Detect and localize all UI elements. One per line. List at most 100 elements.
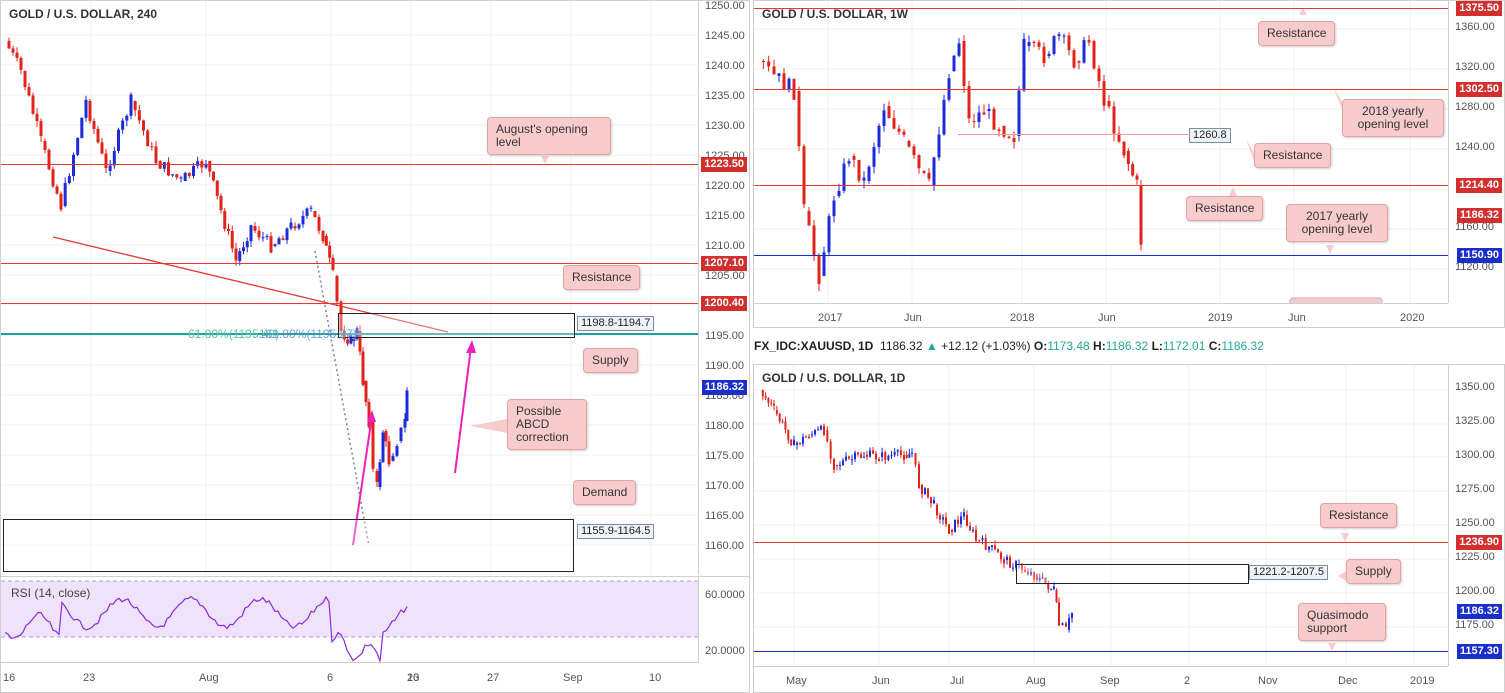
candle-body — [361, 351, 365, 385]
candle-body — [405, 390, 409, 421]
fib-618-label: 61.80%(1195.48) — [188, 327, 280, 341]
supply-zone-label: 1198.8-1194.7 — [577, 316, 655, 331]
candle-body — [793, 439, 795, 446]
candle-body — [371, 421, 375, 469]
candle-body — [1135, 175, 1139, 180]
august-open-callout[interactable]: August's opening level — [487, 117, 611, 155]
candle-body — [108, 165, 112, 171]
symbol-name[interactable]: FX_IDC:XAUUSD, 1D — [754, 339, 874, 353]
candle-body — [125, 115, 129, 121]
candle-body — [826, 430, 829, 442]
fib-connector — [314, 250, 370, 547]
candle-body — [313, 211, 317, 218]
candle-body — [1032, 42, 1036, 44]
candle-body — [884, 452, 887, 461]
price-axis[interactable]: 1350.00 1325.00 1300.00 1275.00 1250.00 1225.… — [1448, 365, 1504, 666]
level-1207-line — [1, 263, 698, 264]
candle-body — [121, 120, 125, 130]
candle-body — [817, 255, 821, 284]
yearly-2018-callout[interactable]: 2018 yearly opening level — [1342, 99, 1444, 137]
price-tag-current: 1186.32 — [701, 380, 747, 395]
candle-body — [257, 230, 261, 238]
resistance-top-callout[interactable]: Resistance — [1258, 21, 1336, 46]
candle-body — [1068, 618, 1070, 630]
candle-body — [19, 57, 23, 70]
candle-body — [952, 55, 956, 71]
candle-body — [787, 429, 790, 440]
candle-body — [1053, 586, 1055, 589]
callout-pointer — [1246, 139, 1254, 161]
trend-line — [52, 236, 449, 333]
candle-body — [1065, 623, 1067, 627]
chart-panel-weekly[interactable]: GOLD / U.S. DOLLAR, 1W 1260.8 Resistance… — [753, 0, 1505, 328]
candle-body — [223, 211, 227, 229]
price-tick-label: 1225.00 — [1455, 551, 1495, 563]
candle-body — [387, 441, 391, 465]
candle-body — [129, 94, 133, 116]
resistance-mid-callout[interactable]: Resistance — [1254, 143, 1332, 168]
resistance-callout[interactable]: Resistance — [563, 265, 641, 290]
candle-body — [80, 117, 84, 139]
candle-body — [1006, 556, 1008, 560]
time-tick-label: 2019 — [1208, 312, 1233, 324]
candle-body — [777, 73, 781, 76]
time-tick-label: 2020 — [1400, 312, 1425, 324]
demand-zone[interactable] — [3, 519, 574, 572]
yearly-2017-callout[interactable]: 2017 yearly opening level — [1286, 204, 1388, 242]
demand-callout[interactable]: Demand — [573, 480, 637, 505]
rsi-title: RSI (14, close) — [11, 586, 91, 600]
rsi-axis[interactable]: 60.0000 20.0000 — [698, 576, 749, 663]
candle-body — [890, 455, 893, 457]
callout-pointer — [1338, 571, 1346, 581]
price-tick-label: 1325.00 — [1455, 415, 1495, 427]
open-label: O: — [1033, 339, 1048, 353]
rsi-line — [4, 595, 408, 662]
supply-zone[interactable] — [1016, 564, 1249, 584]
time-axis[interactable]: 16 23 Aug 6 13 20 27 Sep 10 — [1, 662, 698, 692]
candle-body — [775, 410, 778, 414]
qm-callout[interactable]: Quasimodo support — [1298, 603, 1386, 641]
time-axis[interactable]: May Jun Jul Aug Sep 2 Nov Dec 2019 — [754, 666, 1448, 692]
candle-body — [797, 91, 801, 147]
supply-zone[interactable] — [338, 313, 575, 338]
candle-body — [339, 301, 343, 331]
candle-body — [1002, 126, 1006, 137]
candle-body — [902, 131, 906, 135]
candle-body — [183, 172, 187, 181]
time-axis[interactable]: 2017 Jun 2018 Jun 2019 Jun 2020 — [754, 303, 1448, 327]
august-open-line — [1, 164, 698, 165]
candle-body — [778, 413, 781, 422]
supply-callout[interactable]: Supply — [583, 348, 638, 373]
candle-body — [403, 418, 407, 428]
chart-area-weekly[interactable] — [754, 1, 1448, 303]
price-axis[interactable]: 1250.00 1245.00 1240.00 1235.00 1230.00 1225.… — [698, 0, 749, 575]
resistance-callout[interactable]: Resistance — [1320, 503, 1398, 528]
price-tick-label: 1170.00 — [705, 480, 744, 492]
candle-body — [187, 172, 191, 176]
candle-body — [1003, 559, 1005, 564]
candle-body — [253, 226, 257, 231]
chart-panel-daily[interactable]: GOLD / U.S. DOLLAR, 1D 1221.2-1207.5 Res… — [753, 364, 1505, 693]
candle-body — [1055, 590, 1058, 603]
candle-body — [1058, 602, 1060, 626]
candle-body — [966, 515, 968, 526]
callout-pointer — [1326, 245, 1334, 254]
supply-callout[interactable]: Supply — [1346, 559, 1401, 584]
candle-body — [811, 434, 813, 436]
candle-body — [1047, 583, 1050, 590]
candle-body — [978, 540, 981, 541]
candle-body — [301, 215, 305, 225]
yearly-2018-line — [754, 89, 1448, 90]
abcd-callout[interactable]: Possible ABCD correction — [507, 399, 587, 450]
callout-pointer — [1341, 533, 1349, 542]
callout-pointer — [541, 156, 549, 164]
rsi-pane[interactable]: RSI (14, close) — [1, 576, 698, 663]
candle-body — [984, 538, 987, 550]
resistance-low-callout[interactable]: Resistance — [1186, 196, 1264, 221]
candle-body — [992, 108, 996, 130]
candle-body — [63, 182, 67, 206]
chart-panel-4h[interactable]: GOLD / U.S. DOLLAR, 240 1198.8-1194.7 11… — [0, 0, 750, 693]
candle-body — [922, 171, 926, 173]
price-tick-label: 1250.00 — [705, 0, 745, 12]
candle-body — [839, 464, 841, 466]
